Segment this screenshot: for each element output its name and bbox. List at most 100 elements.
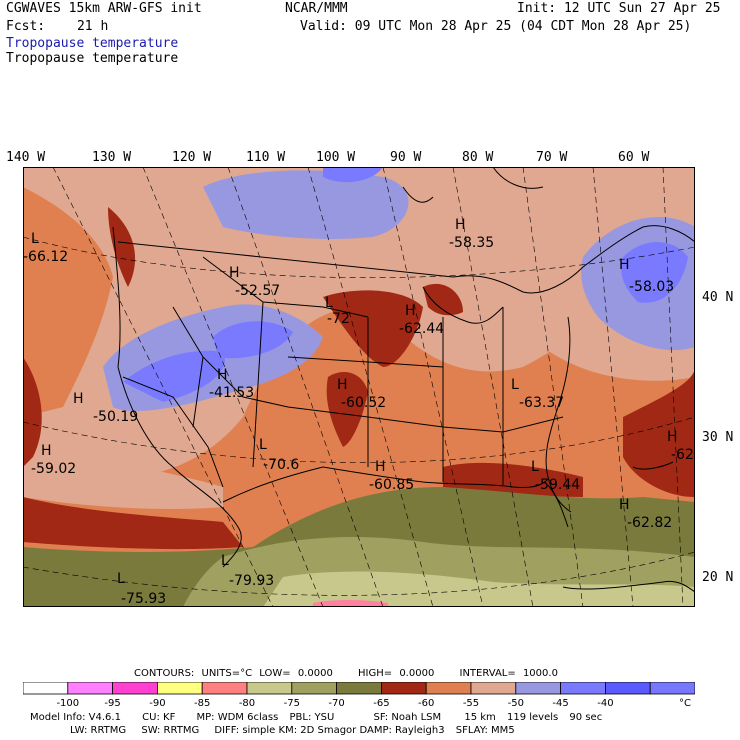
grid-spacing: 15 km	[464, 712, 496, 723]
extremum-marker: L	[531, 459, 539, 475]
field-region	[621, 242, 688, 303]
colorbar-tick-label: -80	[239, 698, 255, 709]
model-title: CGWAVES 15km ARW-GFS init	[6, 1, 202, 16]
shortwave-scheme: SW: RRTMG	[141, 725, 200, 736]
extremum-value: -52.57	[235, 283, 280, 299]
high-label: HIGH=	[358, 668, 393, 679]
field-title: Tropopause temperature	[6, 36, 179, 51]
physics-info-line: LW: RRTMG SW: RRTMG DIFF: simple KM: 2D …	[70, 725, 515, 737]
extremum-marker: L	[221, 553, 229, 569]
colorbar-tick-label: -100	[56, 698, 79, 709]
extremum-value: -41.53	[209, 385, 254, 401]
fcst-label: Fcst:	[6, 19, 46, 34]
low-value: 0.0000	[297, 668, 333, 679]
colorbar-swatch	[380, 682, 427, 695]
high-value: 0.0000	[399, 668, 435, 679]
units-label: UNITS=°C	[201, 668, 253, 679]
field-region	[108, 207, 136, 287]
field-region	[323, 167, 383, 183]
lon-label: 130 W	[92, 150, 132, 165]
forecast-hour-label: Fcst: 21 h	[6, 19, 108, 34]
field-region	[203, 170, 409, 239]
field-region	[123, 350, 225, 402]
surface-scheme: SF: Noah LSM	[373, 712, 442, 723]
colorbar-swatch	[560, 682, 606, 695]
field-region	[313, 600, 388, 607]
lon-label: 70 W	[536, 150, 568, 165]
extremum-marker: H	[41, 443, 52, 459]
init-time: Init: 12 UTC Sun 27 Apr 25	[517, 1, 721, 16]
field-region	[23, 447, 223, 509]
extremum-value: -62.82	[627, 515, 672, 531]
lat-label: 20 N	[702, 570, 734, 585]
field-region	[323, 290, 423, 367]
longwave-scheme: LW: RRTMG	[70, 725, 127, 736]
colorbar-tick-label: -90	[149, 698, 165, 709]
colorbar-swatch	[425, 682, 472, 695]
low-label: LOW=	[259, 668, 291, 679]
field-region	[23, 497, 243, 550]
extremum-value: -60.85	[369, 477, 414, 493]
extremum-marker: H	[375, 459, 386, 475]
contour-info: CONTOURS: UNITS=°C LOW= 0.0000 HIGH= 0.0…	[134, 668, 558, 680]
colorbar: -100 -95 -90 -85 -80 -75 -70 -65 -60 -55 -50 -45 -40…	[23, 682, 695, 709]
extremum-marker: H	[667, 429, 678, 445]
field-region	[23, 357, 42, 467]
contours-label: CONTOURS:	[134, 668, 195, 679]
field-region	[326, 372, 368, 447]
graticule	[23, 167, 695, 607]
extremum-value: -62	[671, 447, 694, 463]
vertical-levels: 119 levels	[506, 712, 559, 723]
extremum-value: -60.52	[341, 395, 386, 411]
extremum-marker: L	[325, 295, 333, 311]
interval-label: INTERVAL=	[459, 668, 516, 679]
colorbar-swatch	[515, 682, 561, 695]
colorbar-tick-label: -75	[284, 698, 300, 709]
colorbar-swatch	[649, 682, 695, 695]
extremum-marker: H	[619, 497, 630, 513]
interval-value: 1000.0	[522, 668, 558, 679]
extremum-marker: H	[455, 217, 466, 233]
extremum-marker: L	[259, 437, 267, 453]
colorbar-tick-label: -70	[328, 698, 344, 709]
pbl-scheme: PBL: YSU	[289, 712, 335, 723]
extremum-value: -62.44	[399, 321, 444, 337]
surface-layer-scheme: SFLAY: MM5	[455, 725, 515, 736]
colorbar-tick-label: -95	[104, 698, 120, 709]
colorbar-swatch	[246, 682, 293, 695]
extremum-value: -70.6	[263, 457, 299, 473]
colorbar-swatch	[470, 682, 517, 695]
extremum-marker: H	[619, 257, 630, 273]
model-version: Model Info: V4.6.1	[30, 712, 121, 723]
colorbar-swatch	[23, 682, 69, 695]
microphysics-scheme: MP: WDM 6class	[196, 712, 279, 723]
colorbar-tick-label: -50	[508, 698, 524, 709]
field-region	[623, 367, 695, 497]
extremum-value: -58.35	[449, 235, 494, 251]
colorbar-swatch	[67, 682, 113, 695]
extremum-value: -72	[327, 311, 350, 327]
lon-label: 110 W	[246, 150, 286, 165]
lon-label: 90 W	[390, 150, 422, 165]
time-step: 90 sec	[569, 712, 603, 723]
extremum-marker: H	[337, 377, 348, 393]
extremum-value: -59.02	[31, 461, 76, 477]
field-region	[23, 187, 113, 417]
map-frame	[23, 167, 695, 607]
colorbar-tick-label: -60	[418, 698, 434, 709]
lat-label: 40 N	[702, 290, 734, 305]
extremum-value: -50.19	[93, 409, 138, 425]
extremum-value: -59.44	[535, 477, 580, 493]
extremum-value: -75.93	[121, 591, 166, 607]
colorbar-tick-label: -45	[552, 698, 568, 709]
extremum-marker: L	[117, 571, 125, 587]
model-info-line: Model Info: V4.6.1 CU: KF MP: WDM 6class…	[30, 712, 602, 724]
colorbar-swatch	[291, 682, 337, 695]
valid-time: Valid: 09 UTC Mon 28 Apr 25 (04 CDT Mon …	[300, 19, 692, 34]
lon-label: 120 W	[172, 150, 212, 165]
extremum-value: -66.12	[23, 249, 68, 265]
extremum-marker: H	[405, 303, 416, 319]
colorbar-swatch	[605, 682, 651, 695]
lon-label: 140 W	[6, 150, 46, 165]
colorbar-swatch	[201, 682, 248, 695]
